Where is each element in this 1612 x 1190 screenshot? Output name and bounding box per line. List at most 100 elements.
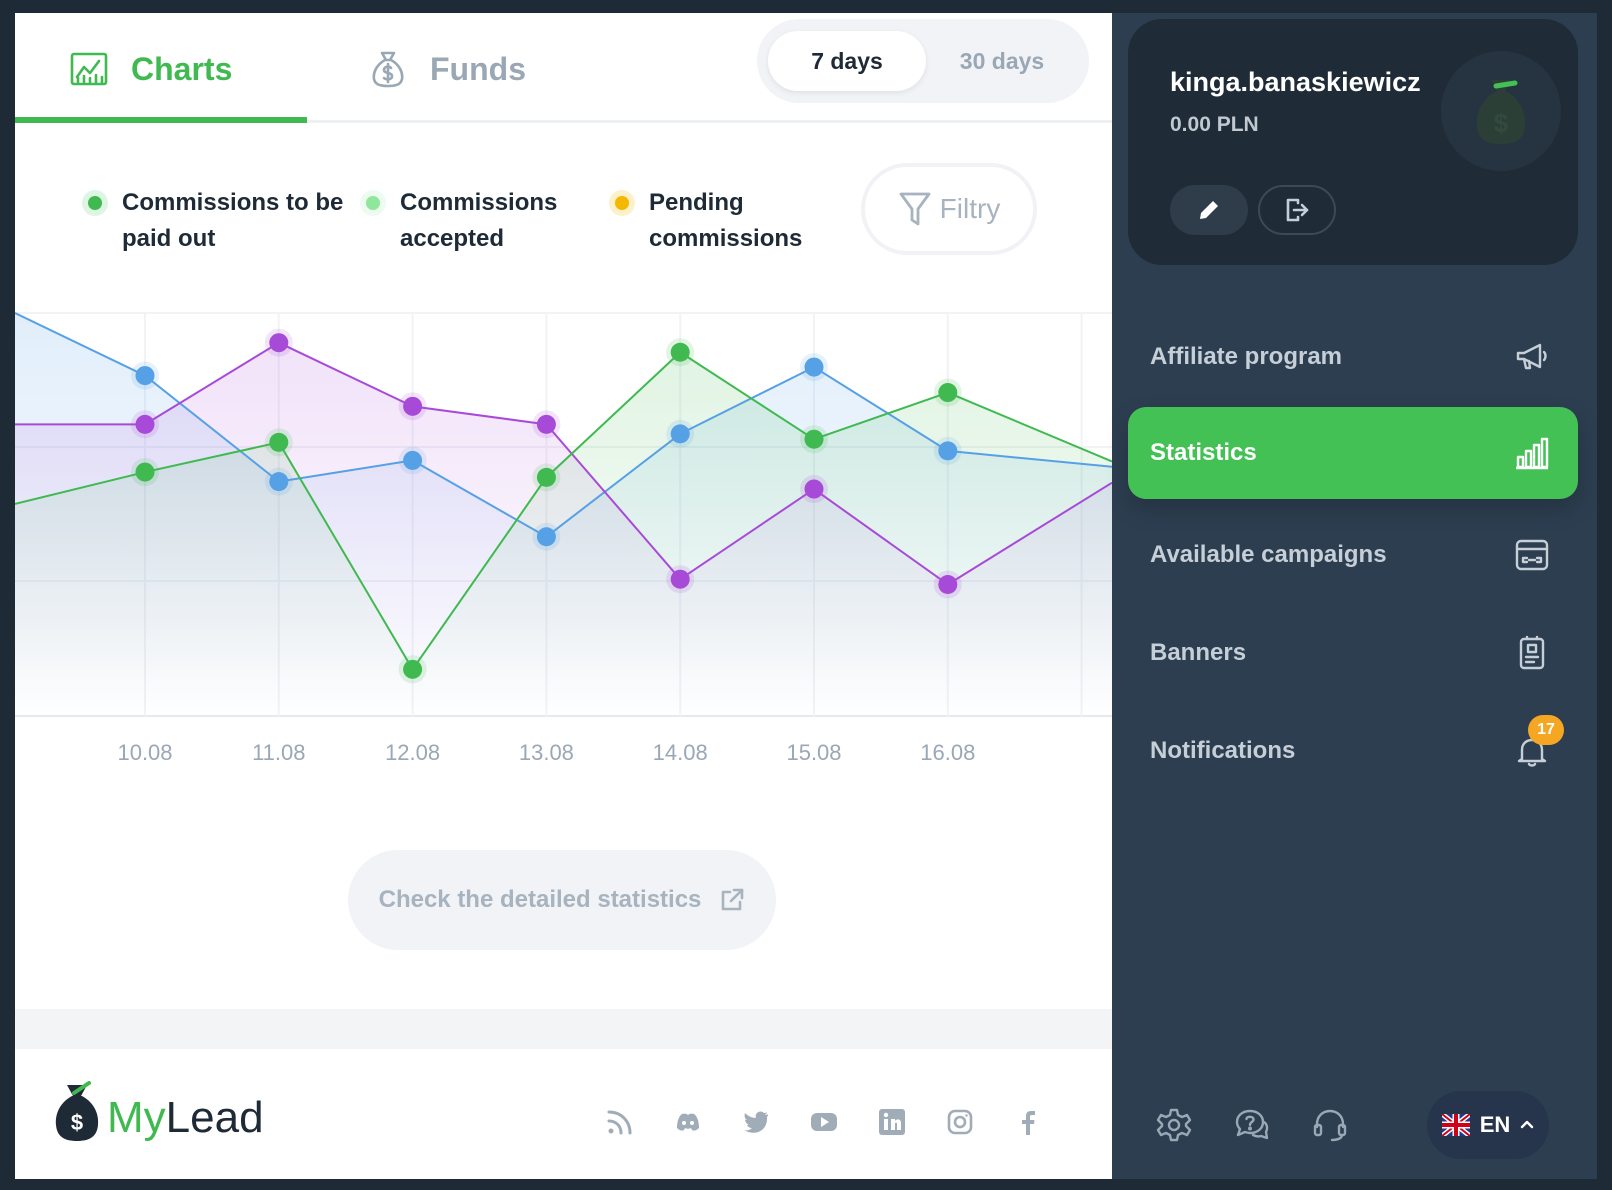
- username: kinga.banaskiewicz: [1170, 67, 1421, 97]
- sidebar-item-label: Affiliate program: [1150, 343, 1343, 370]
- sidebar-item-available-campaigns[interactable]: Available campaigns: [1128, 509, 1578, 601]
- tab-bar: Charts Funds 7 days 30 days: [15, 13, 1112, 123]
- data-point[interactable]: [536, 527, 556, 547]
- language-selector[interactable]: EN: [1427, 1091, 1549, 1159]
- language-code: EN: [1479, 1112, 1511, 1137]
- tab-funds-label: Funds: [430, 50, 526, 87]
- notification-count-badge: 17: [1528, 715, 1564, 745]
- gear-icon[interactable]: [1156, 1107, 1192, 1143]
- account-balance: 0.00 PLN: [1170, 113, 1259, 136]
- instagram-icon[interactable]: [945, 1107, 975, 1137]
- range-switch: 7 days 30 days: [757, 19, 1089, 103]
- discord-icon[interactable]: [673, 1107, 703, 1137]
- chevron-up-icon: [1521, 1120, 1534, 1129]
- data-point[interactable]: [135, 414, 155, 434]
- data-point[interactable]: [269, 333, 289, 353]
- data-point[interactable]: [403, 396, 423, 416]
- x-tick-label: 16.08: [920, 740, 975, 765]
- data-point[interactable]: [938, 383, 958, 403]
- social-links: [605, 1107, 1043, 1137]
- youtube-icon[interactable]: [809, 1107, 839, 1137]
- x-tick-label: 12.08: [385, 740, 440, 765]
- data-point[interactable]: [938, 574, 958, 594]
- pencil-icon: [1200, 201, 1218, 219]
- legend-label: Commissions to be paid out: [122, 189, 344, 252]
- legend-dot-icon: [88, 196, 102, 210]
- banner-icon: [1519, 635, 1545, 670]
- data-point[interactable]: [269, 472, 289, 492]
- legend-pending-commissions: Pending commissions: [615, 185, 855, 257]
- user-card: kinga.banaskiewicz 0.00 PLN $: [1128, 19, 1578, 265]
- tab-charts[interactable]: Charts: [69, 35, 232, 103]
- megaphone-icon: [1516, 343, 1547, 370]
- x-tick-label: 10.08: [117, 740, 172, 765]
- data-point[interactable]: [269, 432, 289, 452]
- legend-dot-icon: [366, 196, 380, 210]
- data-point[interactable]: [536, 414, 556, 434]
- legend-commissions-accepted: Commissions accepted: [366, 185, 586, 257]
- legend-label: Pending commissions: [649, 189, 803, 252]
- mylead-logo[interactable]: $ MyLead: [53, 1081, 264, 1143]
- svg-text:$: $: [71, 1110, 83, 1135]
- detailed-statistics-button[interactable]: Check the detailed statistics: [348, 850, 776, 950]
- help-chat-icon[interactable]: [1234, 1107, 1270, 1143]
- data-point[interactable]: [403, 659, 423, 679]
- sidebar-item-notifications[interactable]: Notifications 17: [1128, 705, 1578, 797]
- rss-icon[interactable]: [605, 1107, 635, 1137]
- sidebar-item-affiliate-program[interactable]: Affiliate program: [1128, 311, 1578, 403]
- active-tab-indicator: [15, 117, 307, 123]
- main-panel: Charts Funds 7 days 30 days Commissions …: [15, 13, 1112, 1179]
- sidebar-item-banners[interactable]: Banners: [1128, 607, 1578, 699]
- range-30-days-button[interactable]: 30 days: [959, 48, 1045, 74]
- data-point[interactable]: [536, 467, 556, 487]
- money-bag-avatar-icon: $: [1476, 80, 1526, 144]
- tab-funds[interactable]: Funds: [368, 35, 526, 103]
- edit-profile-button[interactable]: [1170, 185, 1248, 235]
- filter-label: Filtry: [939, 193, 1001, 224]
- data-point[interactable]: [670, 424, 690, 444]
- data-point[interactable]: [938, 441, 958, 461]
- x-tick-label: 11.08: [252, 740, 305, 765]
- data-point[interactable]: [403, 450, 423, 470]
- notifications-icon-wrap: 17: [1514, 715, 1564, 769]
- funnel-icon: [899, 192, 931, 226]
- money-bag-icon: [372, 51, 404, 88]
- data-point[interactable]: [804, 429, 824, 449]
- sidebar-item-label: Statistics: [1150, 439, 1257, 466]
- data-point[interactable]: [670, 342, 690, 362]
- headset-icon[interactable]: [1312, 1107, 1348, 1143]
- avatar[interactable]: $: [1441, 51, 1561, 171]
- x-tick-label: 15.08: [786, 740, 841, 765]
- bar-chart-icon: [1516, 437, 1549, 470]
- tab-charts-label: Charts: [131, 50, 233, 87]
- svg-text:$: $: [1494, 108, 1509, 138]
- data-point[interactable]: [135, 366, 155, 386]
- data-point[interactable]: [804, 479, 824, 499]
- x-tick-label: 14.08: [653, 740, 708, 765]
- data-point[interactable]: [670, 569, 690, 589]
- data-point[interactable]: [804, 357, 824, 377]
- sidebar: kinga.banaskiewicz 0.00 PLN $ Affiliate …: [1112, 13, 1597, 1179]
- range-7-days-button[interactable]: 7 days: [768, 31, 926, 91]
- sidebar-item-label: Banners: [1150, 639, 1247, 666]
- money-bag-logo-icon: $: [55, 1081, 99, 1141]
- logo-text-lead: Lead: [165, 1093, 264, 1142]
- logo-text-my: My: [107, 1093, 166, 1142]
- x-tick-label: 13.08: [519, 740, 574, 765]
- sidebar-item-statistics[interactable]: Statistics: [1128, 407, 1578, 499]
- chart-points: [131, 328, 962, 684]
- filter-button[interactable]: Filtry: [861, 163, 1037, 255]
- campaign-icon: [1515, 539, 1549, 571]
- uk-flag-icon: [1441, 1114, 1470, 1136]
- facebook-icon[interactable]: [1013, 1107, 1043, 1137]
- detailed-statistics-label: Check the detailed statistics: [378, 886, 702, 913]
- legend-dot-icon: [615, 196, 629, 210]
- data-point[interactable]: [135, 462, 155, 482]
- twitter-icon[interactable]: [741, 1107, 771, 1137]
- series-area: [15, 352, 1112, 716]
- linkedin-icon[interactable]: [877, 1107, 907, 1137]
- legend-commissions-paid-out: Commissions to be paid out: [88, 185, 368, 257]
- logout-button[interactable]: [1258, 185, 1336, 235]
- chart-icon: [70, 52, 108, 86]
- commissions-chart: 10.08 11.08 12.08 13.08 14.08 15.08 16.08: [15, 312, 1112, 765]
